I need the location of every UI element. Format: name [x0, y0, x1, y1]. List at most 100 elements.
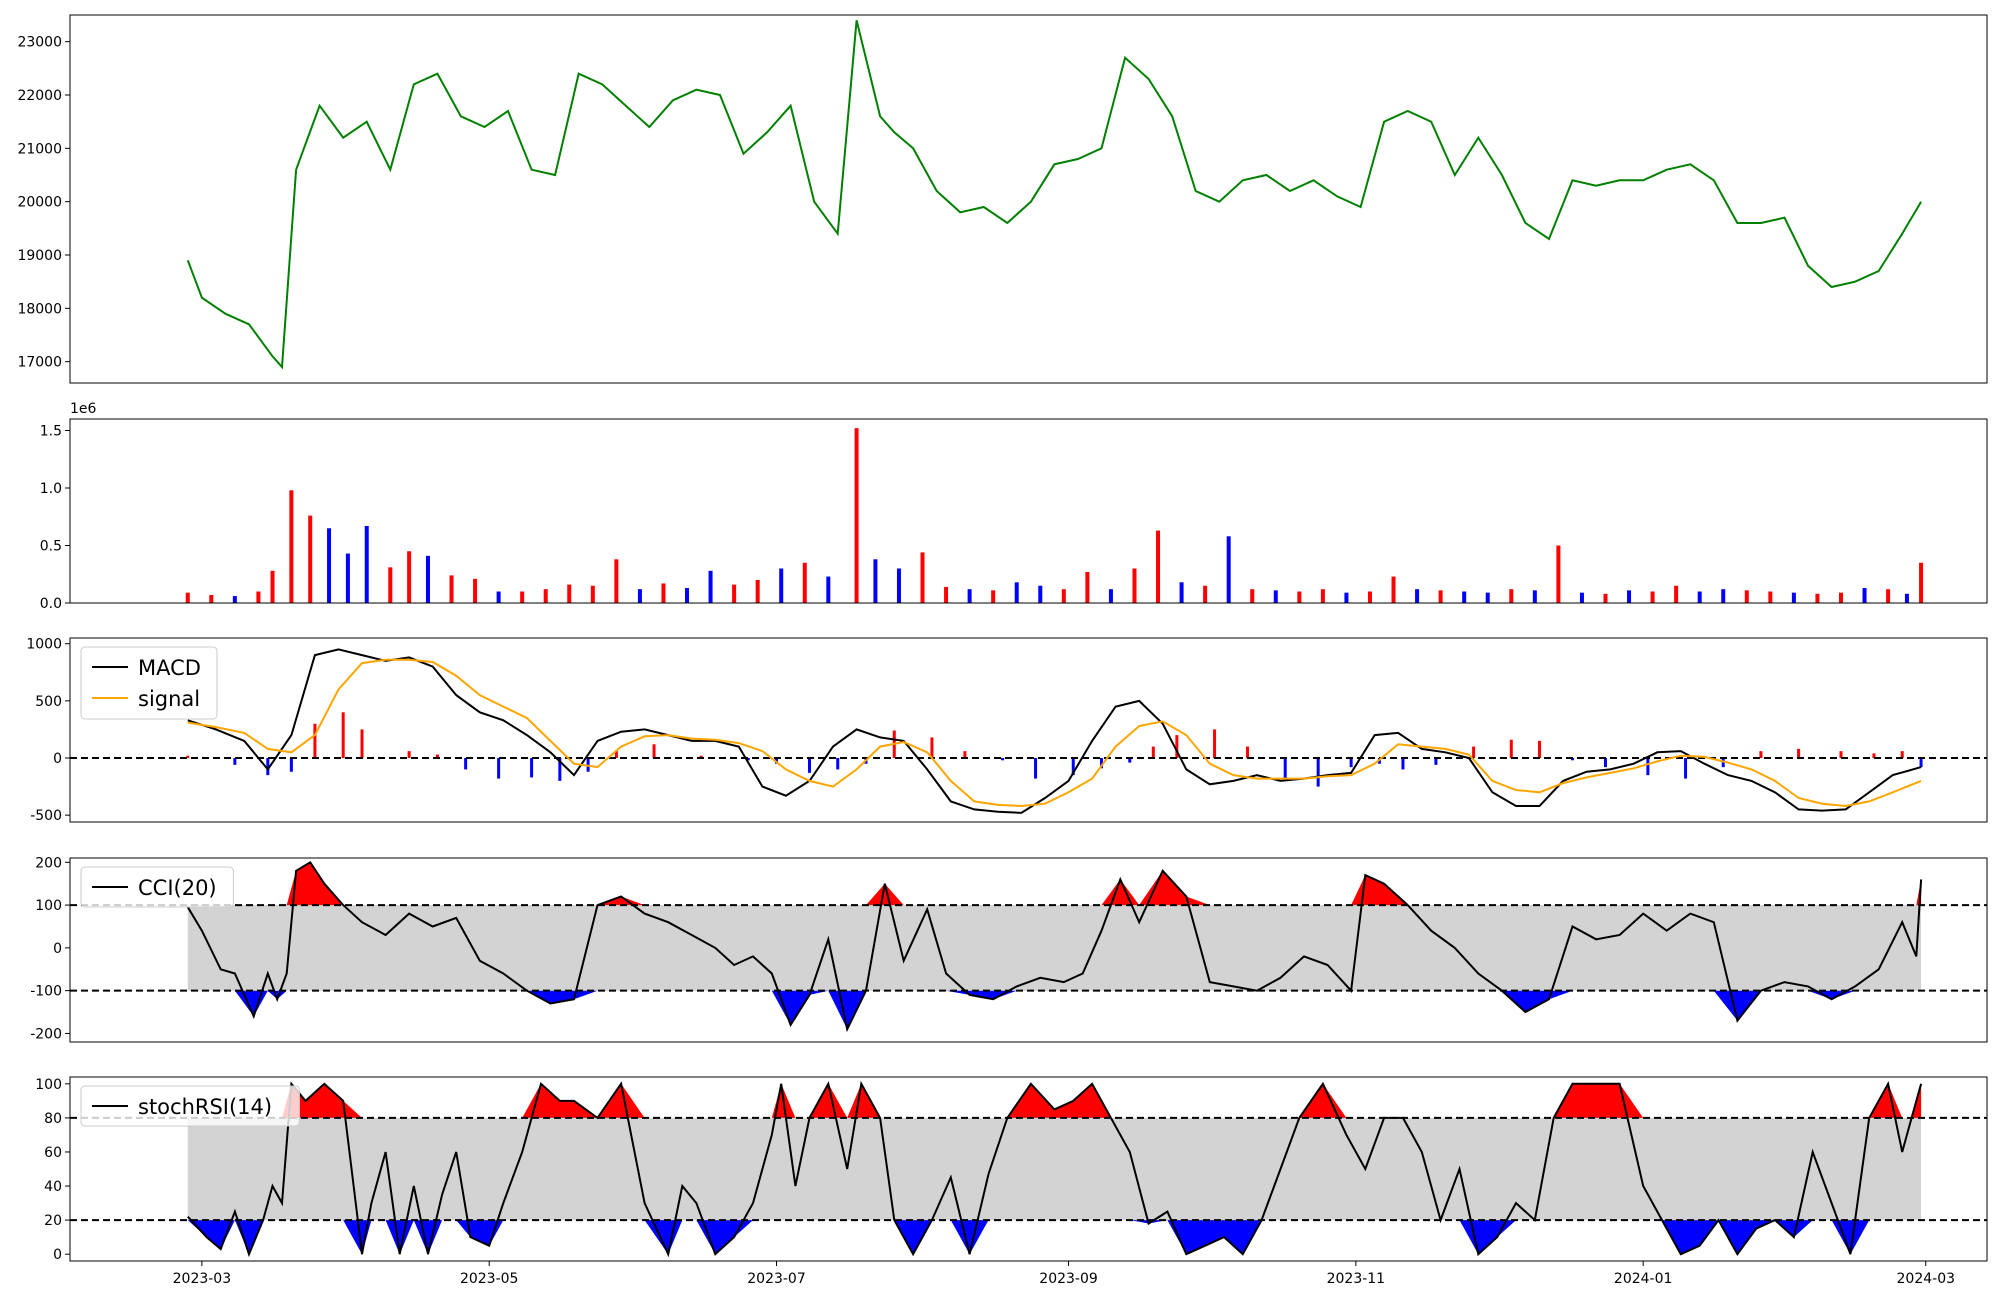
- panel-frame: [69, 857, 1988, 1043]
- volume-bar: [425, 555, 430, 603]
- y-tick-label: 1.5: [40, 424, 62, 440]
- volume-bar: [1509, 589, 1514, 603]
- volume-bar: [388, 567, 393, 603]
- y-tick-label: 1000: [26, 637, 62, 653]
- macd-histogram-bar: [186, 755, 190, 758]
- y-tick-label: 0.0: [40, 596, 62, 612]
- macd-histogram-bar: [1071, 758, 1075, 776]
- volume-bar: [873, 559, 878, 603]
- volume-bar: [920, 552, 925, 603]
- legend: stochRSI(14): [80, 1085, 300, 1127]
- volume-bar: [289, 490, 294, 603]
- macd-histogram-bar: [614, 751, 618, 758]
- volume-bar: [232, 596, 237, 603]
- macd-line: [187, 648, 1922, 814]
- macd-histogram-bar: [407, 751, 411, 758]
- volume-bar: [1815, 593, 1820, 603]
- volume-bar: [327, 528, 332, 603]
- volume-bar: [1415, 589, 1420, 603]
- volume-bar: [1297, 591, 1302, 603]
- y-tick-label: 200: [35, 855, 62, 871]
- price-panel: 17000 18000 19000 20000 21000 22000 23000: [17, 14, 1988, 384]
- x-tick-label: 2023-07: [747, 1271, 806, 1287]
- volume-bar: [1462, 591, 1467, 603]
- macd-histogram-bar: [1721, 758, 1725, 768]
- macd-histogram-bar: [1538, 740, 1542, 758]
- y-tick-label: -100: [30, 984, 62, 1000]
- volume-bar: [708, 570, 713, 603]
- volume-bar: [590, 585, 595, 603]
- volume-bar: [685, 588, 690, 603]
- volume-bar: [1904, 593, 1909, 603]
- macd-histogram-bar: [558, 758, 562, 781]
- y-tick-label: 19000: [17, 248, 62, 264]
- macd-histogram-bar: [1684, 758, 1688, 779]
- macd-histogram-bar: [699, 755, 703, 758]
- volume-bar: [308, 515, 313, 603]
- overbought-fill: [187, 862, 1922, 906]
- series-line: [186, 860, 1923, 1033]
- volume-bar: [496, 591, 501, 603]
- neutral-band: [187, 1117, 1922, 1221]
- macd-histogram-bar: [1100, 758, 1104, 769]
- oversold-fill: [187, 1220, 1922, 1255]
- volume-bar: [1627, 590, 1632, 603]
- panel-frame: [69, 1076, 1988, 1262]
- macd-histogram-bar: [1919, 758, 1923, 768]
- volume-bar: [802, 562, 807, 603]
- volume-bar: [1556, 545, 1561, 603]
- macd-histogram-bar: [1034, 758, 1038, 779]
- volume-bar: [1862, 588, 1867, 603]
- volume-bar: [1038, 585, 1043, 603]
- legend-label: CCI(20): [138, 876, 217, 900]
- volume-bar: [185, 592, 190, 603]
- y-tick-label: -500: [30, 808, 62, 824]
- series-line: [187, 1080, 1923, 1258]
- y-tick-label: 0: [53, 941, 62, 957]
- macd-histogram-bar: [1246, 746, 1250, 758]
- y-tick-label: 0: [53, 751, 62, 767]
- volume-bar: [1250, 589, 1255, 603]
- macd-histogram-bar: [1175, 735, 1179, 758]
- macd-histogram-bar: [530, 758, 534, 778]
- volume-bar: [1156, 530, 1161, 603]
- volume-bar: [1886, 589, 1891, 603]
- y-tick-label: 23000: [17, 35, 62, 51]
- volume-bar: [256, 591, 261, 603]
- volume-bar: [755, 580, 760, 603]
- macd-histogram-bar: [341, 712, 345, 758]
- volume-bar: [1532, 590, 1537, 603]
- volume-bar: [967, 589, 972, 603]
- volume-bar: [1485, 592, 1490, 603]
- volume-bar: [270, 570, 275, 603]
- y-tick-label: 80: [44, 1111, 62, 1127]
- x-tick-label: 2023-03: [173, 1271, 232, 1287]
- macd-histogram-bar: [1839, 751, 1843, 758]
- volume-bar: [991, 590, 996, 603]
- volume-bar: [1768, 591, 1773, 603]
- legend-label-signal: signal: [138, 687, 200, 711]
- macd-histogram-bar: [1001, 758, 1005, 761]
- stochrsi-panel: 0 20 40 60 80 100 stochRSI(14): [35, 1076, 1988, 1263]
- macd-histogram-bar: [1472, 746, 1476, 758]
- volume-bar: [1132, 568, 1137, 603]
- macd-histogram-bar: [1571, 758, 1575, 761]
- y-tick-label: 22000: [17, 88, 62, 104]
- macd-histogram-bar: [1151, 746, 1155, 758]
- y-tick-label: 60: [44, 1145, 62, 1161]
- macd-histogram-bar: [1509, 739, 1513, 758]
- y-tick-label: 500: [35, 694, 62, 710]
- volume-bar: [779, 568, 784, 603]
- x-tick-label: 2023-11: [1327, 1271, 1386, 1287]
- volume-bar: [614, 559, 619, 603]
- y-tick-label: 17000: [17, 355, 62, 371]
- x-tick-label: 2023-05: [460, 1271, 519, 1287]
- volume-bar: [661, 583, 666, 603]
- volume-bar: [1838, 592, 1843, 603]
- panel-frame: [69, 418, 1988, 604]
- volume-bar: [1273, 590, 1278, 603]
- legend-label: stochRSI(14): [138, 1095, 272, 1119]
- volume-bar: [1061, 589, 1066, 603]
- volume-bar: [567, 584, 572, 603]
- volume-bar: [732, 584, 737, 603]
